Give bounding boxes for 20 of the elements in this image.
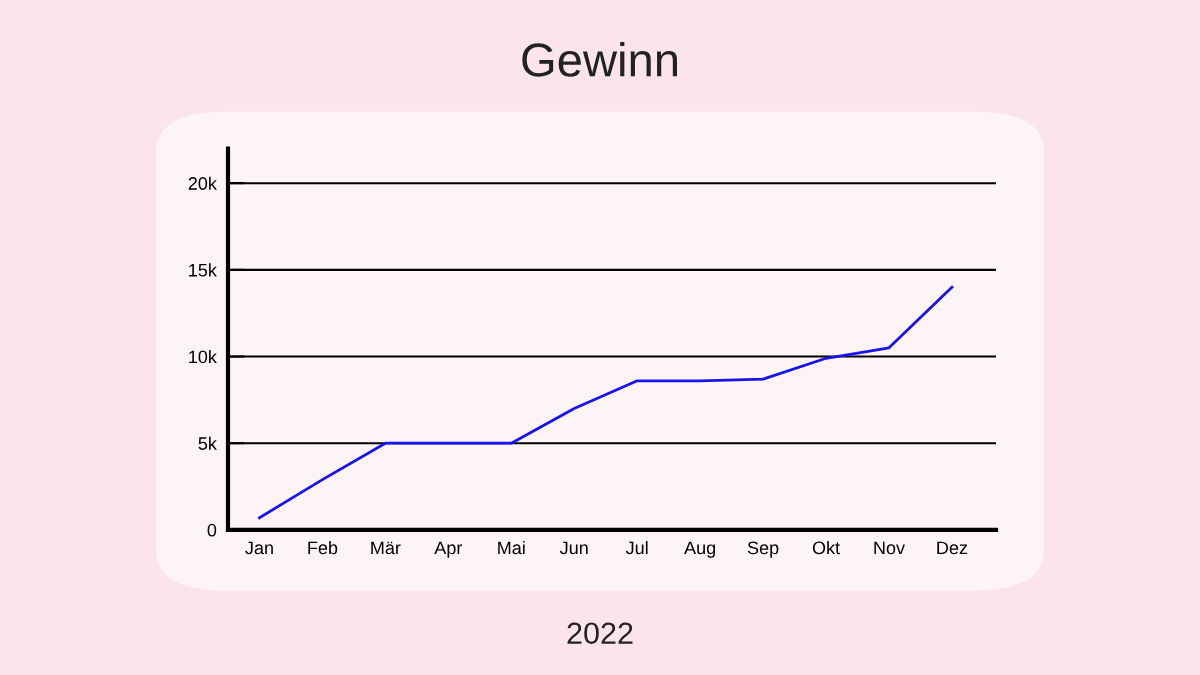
y-tick-label: 20k bbox=[188, 176, 217, 190]
x-tick-label: Nov bbox=[874, 541, 905, 555]
x-tick-label: Apr bbox=[434, 541, 463, 558]
chart-title: Gewinn bbox=[522, 42, 677, 77]
y-tick-label: 10k bbox=[189, 349, 217, 364]
y-tick-label: 0 bbox=[207, 523, 217, 537]
x-tick-label: Feb bbox=[308, 540, 338, 555]
line-series bbox=[258, 285, 954, 520]
x-tick-label: Jan bbox=[245, 541, 273, 555]
x-tick-label: Dez bbox=[937, 541, 968, 555]
x-tick-label: Mär bbox=[371, 541, 401, 555]
x-tick-label: Mai bbox=[498, 540, 525, 555]
y-tick-label: 15k bbox=[189, 263, 217, 277]
x-tick-label: Sep bbox=[747, 541, 779, 558]
x-axis-title: 2022 bbox=[567, 622, 633, 645]
x-tick-label: Jun bbox=[559, 541, 588, 555]
x-tick-label: Okt bbox=[812, 540, 840, 555]
y-tick-label: 5k bbox=[198, 436, 217, 450]
x-tick-label: Aug bbox=[684, 541, 716, 558]
x-tick-label: Jul bbox=[625, 540, 648, 555]
